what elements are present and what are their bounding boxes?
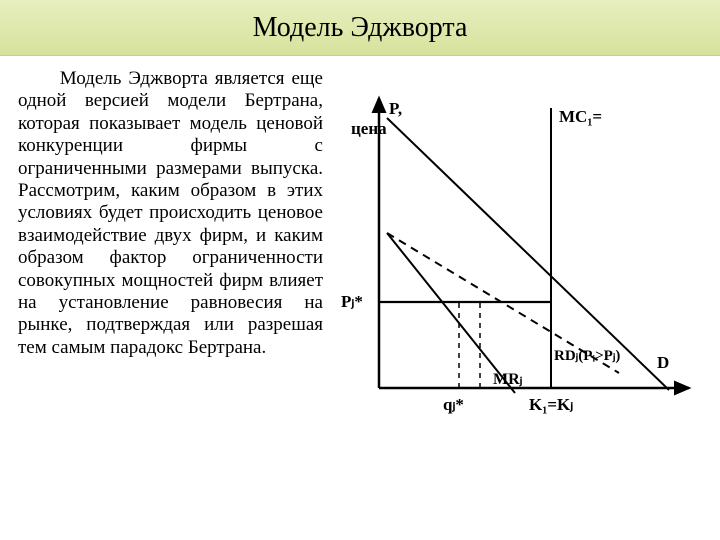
title-text: Модель Эджворта	[253, 12, 468, 43]
svg-text:цена: цена	[351, 119, 387, 138]
page-title: Модель Эджворта	[0, 0, 720, 56]
content-area: Модель Эджворта является еще одной верси…	[0, 56, 720, 540]
svg-text:MRⱼ: MRⱼ	[493, 371, 523, 388]
svg-text:Pⱼ*: Pⱼ*	[341, 292, 363, 311]
svg-text:P,: P,	[389, 99, 402, 118]
svg-text:MC₁=: MC₁=	[559, 107, 602, 126]
svg-text:RDⱼ(Pᵢ>Pⱼ): RDⱼ(Pᵢ>Pⱼ)	[554, 348, 620, 364]
svg-text:D: D	[657, 353, 669, 372]
svg-text:qⱼ*: qⱼ*	[443, 395, 464, 414]
svg-text:K₁=Kⱼ: K₁=Kⱼ	[529, 395, 573, 414]
edgeworth-chart: P,цена MC₁= Pⱼ* RDⱼ(Pᵢ>Pⱼ) D MRⱼ qⱼ* K₁=Kⱼ	[329, 68, 709, 448]
chart-container: P,цена MC₁= Pⱼ* RDⱼ(Pᵢ>Pⱼ) D MRⱼ qⱼ* K₁=Kⱼ	[329, 68, 712, 532]
paragraph-text: Модель Эджворта является еще одной верси…	[18, 68, 323, 532]
